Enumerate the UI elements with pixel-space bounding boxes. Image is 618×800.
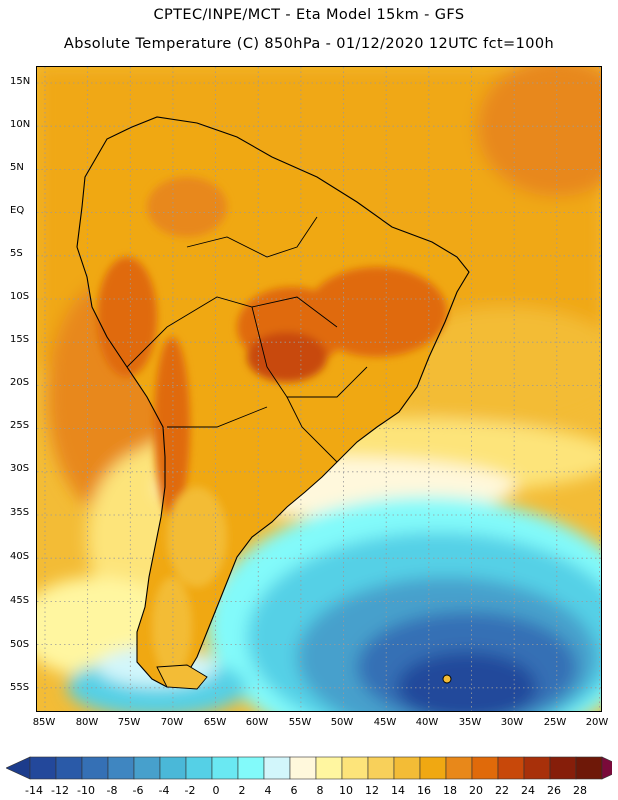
colorbar-swatch [419, 756, 447, 780]
map-title: CPTEC/INPE/MCT - Eta Model 15km - GFS [153, 7, 465, 23]
colorbar-swatch [133, 756, 161, 780]
colorbar-label: 10 [339, 784, 353, 797]
colorbar-swatch [549, 756, 577, 780]
colorbar-label: 16 [417, 784, 431, 797]
colorbar-label: 8 [316, 784, 324, 797]
colorbar-swatch [445, 756, 473, 780]
lat-label: 35S [10, 507, 30, 518]
lon-label: 65W [203, 717, 227, 728]
coastline [76, 116, 470, 688]
colorbar-swatch [575, 756, 603, 780]
colorbar-label: 22 [495, 784, 509, 797]
colorbar-label: 18 [443, 784, 457, 797]
lat-label: 50S [10, 639, 30, 650]
colorbar-swatch [263, 756, 291, 780]
colorbar-swatch [185, 756, 213, 780]
lat-label: 25S [10, 420, 30, 431]
south-america-land [77, 117, 469, 687]
colorbar-label: 24 [521, 784, 535, 797]
colorbar-label: -12 [51, 784, 69, 797]
colorbar-arrow-left [6, 756, 31, 780]
lat-label: 20S [10, 377, 30, 388]
lat-label: 15N [10, 76, 31, 87]
lat-label: 40S [10, 551, 30, 562]
lat-label: EQ [10, 205, 25, 216]
colorbar-swatch [341, 756, 369, 780]
colorbar-label: -14 [25, 784, 43, 797]
lon-label: 60W [245, 717, 269, 728]
colorbar-arrow-right [601, 756, 612, 780]
colorbar-swatch [497, 756, 525, 780]
colorbar-swatch [315, 756, 343, 780]
lon-label: 75W [117, 717, 141, 728]
colorbar-swatch [523, 756, 551, 780]
colorbar-swatch [159, 756, 187, 780]
lon-label: 30W [500, 717, 524, 728]
colorbar-label: -10 [77, 784, 95, 797]
colorbar-label: -2 [184, 784, 196, 797]
lat-label: 5S [10, 248, 23, 259]
lat-label: 10N [10, 119, 31, 130]
colorbar-label: -4 [158, 784, 170, 797]
lat-label: 10S [10, 291, 30, 302]
colorbar-swatch [471, 756, 499, 780]
colorbar-label: 6 [290, 784, 298, 797]
lat-label: 55S [10, 682, 30, 693]
colorbar-swatch [211, 756, 239, 780]
tierra-del-fuego [156, 664, 452, 690]
lon-label: 55W [288, 717, 312, 728]
colorbar-swatch [237, 756, 265, 780]
colorbar-swatch [393, 756, 421, 780]
colorbar-label: 14 [391, 784, 405, 797]
colorbar-label: 2 [238, 784, 246, 797]
lon-label: 70W [160, 717, 184, 728]
colorbar-label: 20 [469, 784, 483, 797]
lon-label: 40W [415, 717, 439, 728]
colorbar-swatch [55, 756, 83, 780]
lon-label: 80W [75, 717, 99, 728]
lat-label: 30S [10, 463, 30, 474]
colorbar-swatch [107, 756, 135, 780]
colorbar-label: 26 [547, 784, 561, 797]
lon-label: 45W [373, 717, 397, 728]
lat-label: 45S [10, 595, 30, 606]
colorbar-swatch [289, 756, 317, 780]
lon-label: 25W [543, 717, 567, 728]
colorbar-swatch [29, 756, 57, 780]
temperature-map[interactable] [36, 66, 602, 712]
lon-label: 35W [458, 717, 482, 728]
colorbar-label: -8 [106, 784, 118, 797]
colorbar-swatch [367, 756, 395, 780]
colorbar-label: 28 [573, 784, 587, 797]
colorbar [6, 756, 612, 780]
lat-label: 5N [10, 162, 24, 173]
map-subtitle: Absolute Temperature (C) 850hPa - 01/12/… [63, 36, 555, 52]
country-borders [126, 216, 368, 463]
colorbar-label: 4 [264, 784, 272, 797]
lon-label: 85W [32, 717, 56, 728]
lon-label: 20W [585, 717, 609, 728]
colorbar-label: 12 [365, 784, 379, 797]
colorbar-label: -6 [132, 784, 144, 797]
lat-label: 15S [10, 334, 30, 345]
lon-label: 50W [330, 717, 354, 728]
colorbar-label: 0 [212, 784, 220, 797]
colorbar-swatch [81, 756, 109, 780]
